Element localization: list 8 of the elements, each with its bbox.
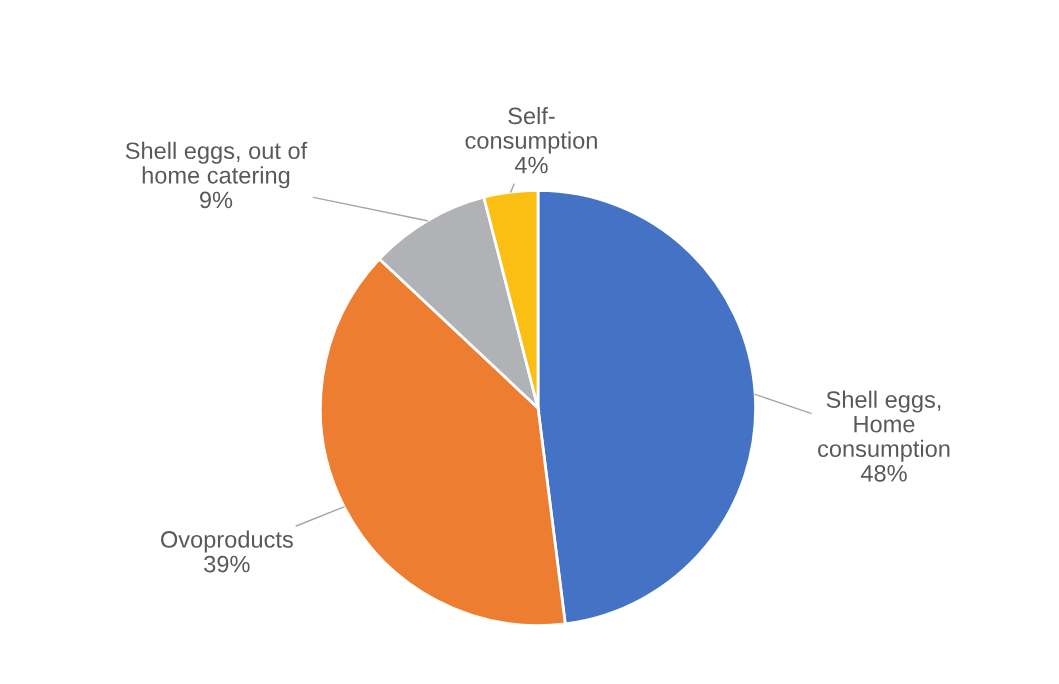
slice-label: Shell eggs, out of home catering	[125, 141, 308, 189]
data-label: 9%	[200, 191, 233, 209]
data-label: 39%	[204, 555, 250, 573]
slice-label: Ovoproducts	[161, 530, 293, 553]
slice-label: Self- consumption	[465, 106, 597, 154]
slice-label: Shell eggs, Home consumption	[818, 390, 950, 462]
data-label: 4%	[514, 156, 548, 174]
data-label: 48%	[860, 464, 907, 482]
